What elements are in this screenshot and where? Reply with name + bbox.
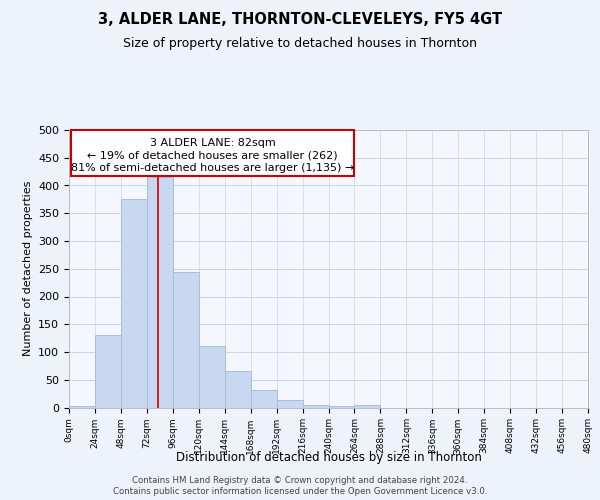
FancyBboxPatch shape <box>71 130 355 176</box>
Bar <box>225 372 251 408</box>
Bar <box>121 200 147 408</box>
Text: 81% of semi-detached houses are larger (1,135) →: 81% of semi-detached houses are larger (… <box>71 163 355 173</box>
Text: Distribution of detached houses by size in Thornton: Distribution of detached houses by size … <box>176 451 482 464</box>
Bar <box>329 406 355 407</box>
Bar <box>173 272 199 407</box>
Bar <box>147 177 173 408</box>
Bar <box>69 406 95 407</box>
Text: 3 ALDER LANE: 82sqm: 3 ALDER LANE: 82sqm <box>150 138 275 147</box>
Text: Contains public sector information licensed under the Open Government Licence v3: Contains public sector information licen… <box>113 487 487 496</box>
Bar <box>95 336 121 407</box>
Text: Size of property relative to detached houses in Thornton: Size of property relative to detached ho… <box>123 38 477 51</box>
Text: 3, ALDER LANE, THORNTON-CLEVELEYS, FY5 4GT: 3, ALDER LANE, THORNTON-CLEVELEYS, FY5 4… <box>98 12 502 28</box>
Bar <box>355 404 380 407</box>
Text: ← 19% of detached houses are smaller (262): ← 19% of detached houses are smaller (26… <box>88 150 338 160</box>
Bar <box>251 390 277 407</box>
Text: Contains HM Land Registry data © Crown copyright and database right 2024.: Contains HM Land Registry data © Crown c… <box>132 476 468 485</box>
Y-axis label: Number of detached properties: Number of detached properties <box>23 181 32 356</box>
Bar <box>302 404 329 407</box>
Bar <box>277 400 302 407</box>
Bar <box>199 346 224 408</box>
